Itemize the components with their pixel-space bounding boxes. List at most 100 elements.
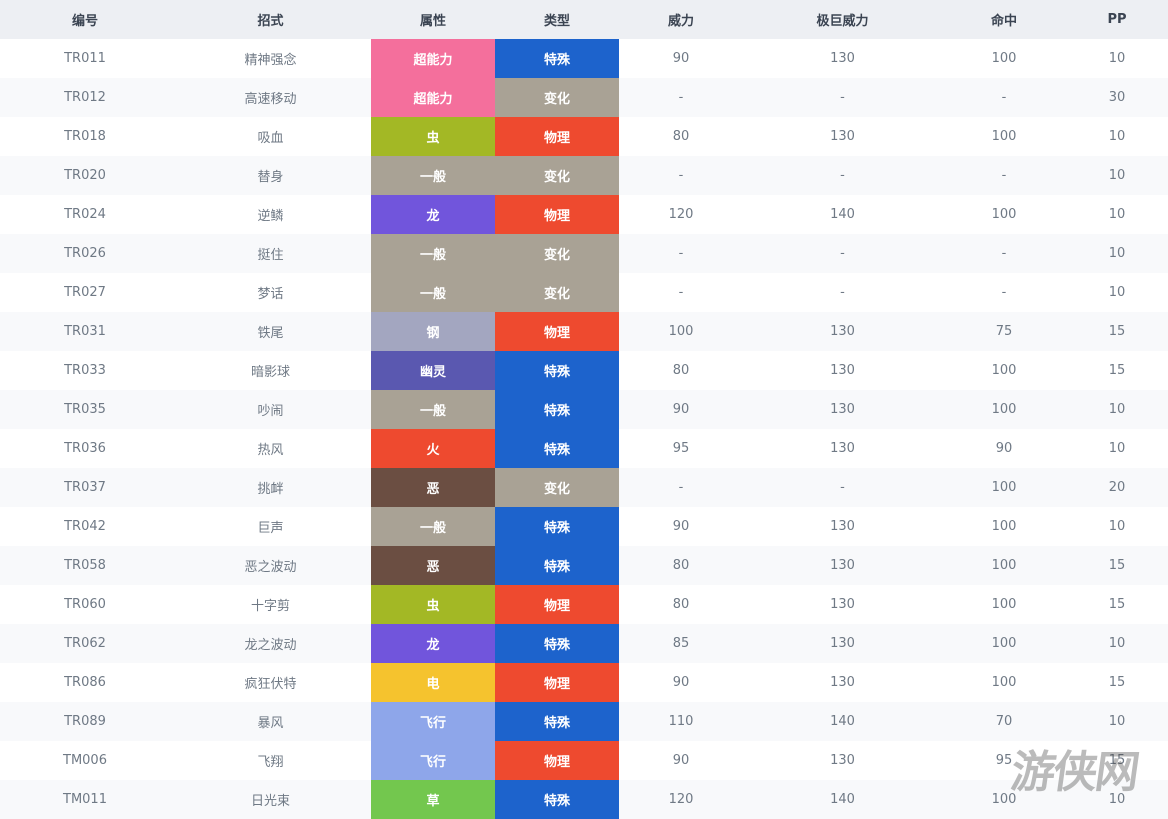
move-name-cell: 疯狂伏特 (244, 677, 297, 692)
move-id-cell: TR042 (64, 519, 106, 534)
move-id-cell: TM006 (63, 753, 107, 768)
max-power-cell: 140 (830, 792, 855, 807)
header-type[interactable]: 属性 (419, 14, 446, 29)
accuracy-cell: - (1001, 285, 1007, 300)
header-accuracy[interactable]: 命中 (990, 14, 1017, 29)
header-max-power[interactable]: 极巨威力 (816, 14, 869, 29)
header-pp[interactable]: PP (1107, 12, 1127, 27)
power-cell: 95 (672, 441, 690, 456)
accuracy-cell: 70 (995, 714, 1013, 729)
move-id-cell: TR086 (64, 675, 106, 690)
move-name-cell: 替身 (257, 170, 284, 185)
max-power-cell: 140 (830, 714, 855, 729)
category-cell: 特殊 (495, 39, 619, 78)
accuracy-cell: 100 (991, 129, 1017, 144)
accuracy-cell: 100 (991, 207, 1017, 222)
pp-cell: 10 (1108, 636, 1126, 651)
type-cell: 恶 (371, 546, 495, 585)
header-id[interactable]: 编号 (71, 14, 98, 29)
table-row: TR027 梦话 一般 变化 - - - 10 (0, 273, 1168, 312)
pp-cell: 15 (1108, 363, 1126, 378)
move-id-cell: TR027 (64, 285, 106, 300)
max-power-cell: - (840, 480, 845, 495)
accuracy-cell: - (1001, 246, 1007, 261)
table-row: TR012 高速移动 超能力 变化 - - - 30 (0, 78, 1168, 117)
move-id-cell: TR033 (64, 363, 106, 378)
category-cell: 特殊 (495, 624, 619, 663)
power-cell: 90 (672, 51, 690, 66)
pp-cell: 15 (1108, 597, 1126, 612)
table-row: TR011 精神强念 超能力 特殊 90 130 100 10 (0, 39, 1168, 78)
category-cell: 物理 (495, 117, 619, 156)
max-power-cell: 130 (830, 363, 855, 378)
move-name-cell: 吵闹 (257, 404, 284, 419)
header-move[interactable]: 招式 (257, 14, 284, 29)
power-cell: 110 (668, 714, 694, 729)
table-row: TR031 铁尾 钢物理 100 130 75 15 (0, 312, 1168, 351)
type-cell: 草 (371, 780, 495, 819)
pp-cell: 10 (1108, 285, 1126, 300)
accuracy-cell: 100 (991, 597, 1017, 612)
power-cell: 80 (672, 363, 690, 378)
pp-cell: 15 (1108, 753, 1126, 768)
move-name-cell: 精神强念 (244, 53, 297, 68)
pp-cell: 20 (1108, 480, 1126, 495)
accuracy-cell: - (1001, 90, 1007, 105)
pp-cell: 10 (1108, 792, 1126, 807)
accuracy-cell: 75 (995, 324, 1013, 339)
move-id-cell: TR035 (64, 402, 106, 417)
type-cell: 一般 (371, 507, 495, 546)
pp-cell: 10 (1108, 129, 1126, 144)
table-row: TR026 挺住 一般 变化 - - - 10 (0, 234, 1168, 273)
category-cell: 物理 (495, 663, 619, 702)
header-power[interactable]: 威力 (667, 14, 694, 29)
pp-cell: 10 (1108, 168, 1126, 183)
power-cell: - (678, 168, 684, 183)
max-power-cell: 130 (830, 636, 855, 651)
power-cell: - (678, 480, 684, 495)
table-row: TR062 龙之波动 龙特殊 85 130 100 10 (0, 624, 1168, 663)
pp-cell: 10 (1108, 441, 1126, 456)
table-row: TR089 暴风 飞行 特殊 110 140 70 10 (0, 702, 1168, 741)
table-row: TR024 逆鳞 龙物理 120 140 100 10 (0, 195, 1168, 234)
max-power-cell: 130 (830, 402, 855, 417)
accuracy-cell: 100 (991, 51, 1017, 66)
move-id-cell: TR037 (64, 480, 106, 495)
category-cell: 特殊 (495, 546, 619, 585)
move-id-cell: TR024 (64, 207, 106, 222)
category-cell: 变化 (495, 78, 619, 117)
category-cell: 特殊 (495, 351, 619, 390)
pp-cell: 15 (1108, 558, 1126, 573)
move-id-cell: TR020 (64, 168, 106, 183)
table-header-row: 编号 招式 属性 类型 威力 极巨威力 命中 PP (0, 0, 1168, 39)
max-power-cell: 130 (830, 129, 855, 144)
table-row: TR037 挑衅 恶变化 - - 100 20 (0, 468, 1168, 507)
table-row: TR086 疯狂伏特 电物理 90 130 100 15 (0, 663, 1168, 702)
category-cell: 特殊 (495, 780, 619, 819)
type-cell: 超能力 (371, 39, 495, 78)
type-cell: 火 (371, 429, 495, 468)
move-name-cell: 梦话 (257, 287, 284, 302)
type-cell: 飞行 (371, 741, 495, 780)
max-power-cell: - (840, 246, 845, 261)
header-category[interactable]: 类型 (543, 14, 570, 29)
max-power-cell: 130 (830, 324, 855, 339)
pp-cell: 15 (1108, 324, 1126, 339)
max-power-cell: 130 (830, 519, 855, 534)
table-row: TM006 飞翔 飞行 物理 90 130 95 15 (0, 741, 1168, 780)
category-cell: 变化 (495, 156, 619, 195)
pp-cell: 10 (1108, 714, 1126, 729)
table-row: TR035 吵闹 一般 特殊 90 130 100 10 (0, 390, 1168, 429)
power-cell: - (678, 90, 684, 105)
accuracy-cell: 100 (991, 519, 1017, 534)
move-id-cell: TR011 (64, 51, 106, 66)
pp-cell: 15 (1108, 675, 1126, 690)
move-id-cell: TR012 (64, 90, 106, 105)
type-cell: 龙 (371, 624, 495, 663)
move-name-cell: 暗影球 (250, 365, 290, 380)
max-power-cell: 130 (830, 51, 855, 66)
table-row: TR042 巨声 一般 特殊 90 130 100 10 (0, 507, 1168, 546)
type-cell: 一般 (371, 273, 495, 312)
type-cell: 钢 (371, 312, 495, 351)
power-cell: - (678, 285, 684, 300)
